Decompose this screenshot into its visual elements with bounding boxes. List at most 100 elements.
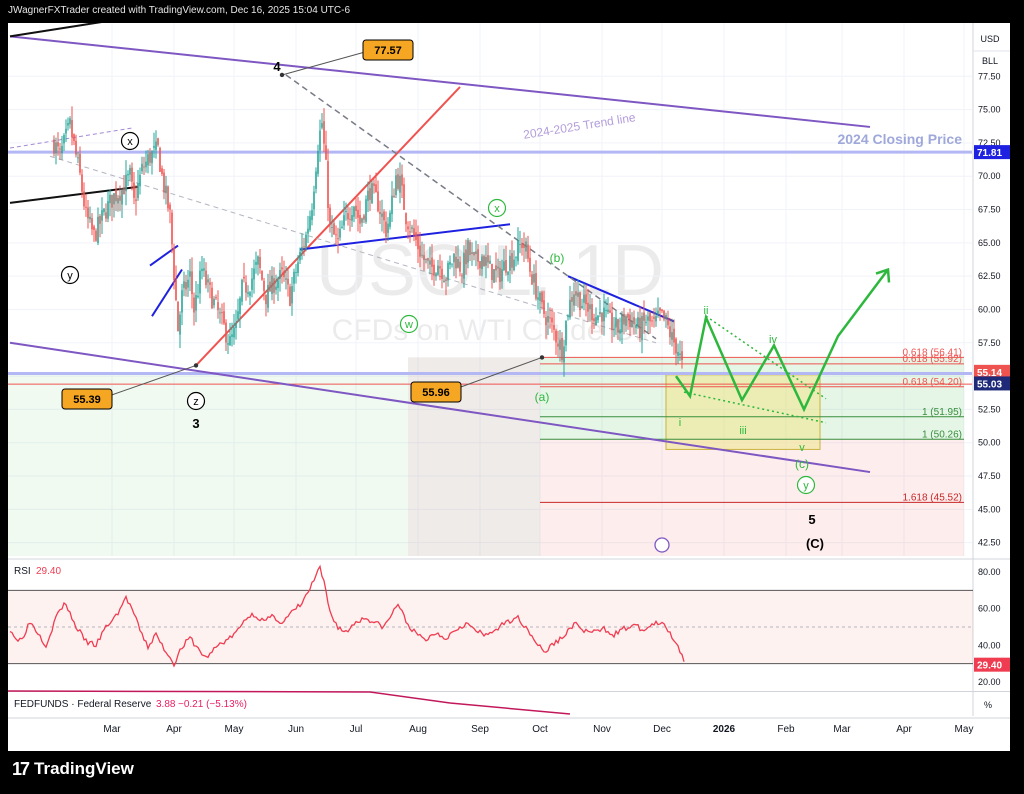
candle-body [601,312,603,322]
price-callout-label: 55.96 [422,387,450,399]
candle-body [417,236,419,250]
projection-arrowhead [875,267,891,283]
candle-body [75,140,77,155]
wave-label: (b) [550,251,565,265]
candle-body [235,322,237,329]
candle-body [95,230,97,241]
wave-label: (a) [535,390,550,404]
time-axis-label: Mar [833,724,851,735]
candle-body [347,213,349,220]
candle-body [175,280,177,300]
wave-label-circle [60,265,80,285]
callout-connector [281,51,366,76]
candle-body [69,118,71,125]
candle-body [137,183,139,199]
tradingview-logo[interactable]: 17 TradingView [12,757,134,781]
candle-body [419,245,421,257]
candle-body [403,184,405,210]
candle-body [451,263,453,265]
trend-channel-lower [9,341,871,474]
candle-body [521,243,523,249]
candle-body [563,346,565,363]
candle-body [529,257,531,272]
time-axis-label: May [225,724,244,735]
candle-body [463,252,465,279]
candle-body [555,330,557,343]
candle-body [515,257,517,259]
candle-body [651,320,653,322]
candle-body [591,304,593,321]
candle-body [517,240,519,262]
gray-dashed-line-2 [49,155,657,344]
candle-body [557,343,559,347]
candle-body [483,256,485,267]
rsi-tick-label: 80.00 [978,567,1001,577]
candle-body [77,157,79,159]
candle-body [449,261,451,265]
time-axis-label: Apr [166,724,182,735]
blue-flag-bottom [151,268,183,317]
candle-body [471,252,473,254]
candle-body [481,256,483,270]
candle-body [367,190,369,201]
candle-body [545,317,547,326]
price-tick-label: 57.50 [978,338,1001,348]
fedfunds-legend-change: −0.21 (−5.13%) [178,699,247,710]
candle-body [397,174,399,189]
price-tick-label: 47.50 [978,471,1001,481]
candle-body [297,262,299,273]
candle-body [261,271,263,280]
wave-label-circle [399,314,419,334]
candle-body [381,213,383,217]
price-tick-label: 60.00 [978,304,1001,314]
candle-body [239,298,241,315]
candle-body [307,228,309,234]
fedfunds-legend-label: FEDFUNDS · Federal Reserve [14,699,152,710]
candle-body [127,173,129,176]
candle-body [443,280,445,283]
candle-body [485,257,487,266]
candle-body [295,272,297,274]
candle-body [59,148,61,150]
candle-body [457,259,459,268]
candle-body [193,297,195,313]
candle-body [271,275,273,294]
candle-body [301,247,303,252]
candle-body [191,271,193,295]
candle-body [231,334,233,337]
candle-body [375,184,377,193]
candle-body [645,321,647,323]
rsi-tick-label: 60.00 [978,604,1001,614]
candle-body [87,207,89,219]
symbol-watermark: USOIL, 1D [316,231,664,311]
candle-body [203,268,205,271]
candle-body [461,275,463,277]
wave-label: 5 [808,512,815,527]
candle-body [541,292,543,303]
candle-body [593,318,595,322]
candle-body [587,302,589,312]
time-axis-label: Jun [288,724,304,735]
candle-body [205,270,207,286]
candle-body [67,122,69,126]
candle-body [473,251,475,256]
fib-level-label: 1 (51.95) [922,407,962,418]
candle-body [577,292,579,297]
candle-body [73,134,75,141]
candle-body [353,206,355,217]
candle-body [325,145,327,160]
candle-body [199,270,201,294]
black-trend-line [9,185,139,204]
candle-body [179,314,181,335]
candle-body [677,351,679,356]
candle-body [207,279,209,283]
candle-body [657,310,659,315]
candle-body [507,271,509,275]
wave-label: iii [739,425,746,437]
fib-level-label: 1 (50.26) [922,429,962,440]
candle-body [547,316,549,323]
candle-body [277,280,279,289]
